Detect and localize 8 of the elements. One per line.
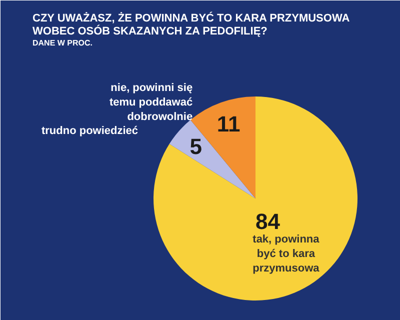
data-label: 11 <box>216 112 240 137</box>
chart-subtitle: DANE W PROC. <box>32 38 92 48</box>
slice-label: trudno powiedzieć <box>41 125 138 138</box>
slice-label: tak, powinna być to kara przymusowa <box>252 234 320 274</box>
data-label: 84 <box>256 208 281 234</box>
chart-title: CZY UWAŻASZ, ŻE POWINNA BYĆ TO KARA PRZYMUSOWA WOBEC OSÓB SKAZANYCH ZA PEDOFILIĘ? <box>32 12 350 38</box>
data-label: 5 <box>190 134 202 159</box>
slice-label: nie, powinni się temu poddawać dobrowolnie <box>109 82 193 123</box>
